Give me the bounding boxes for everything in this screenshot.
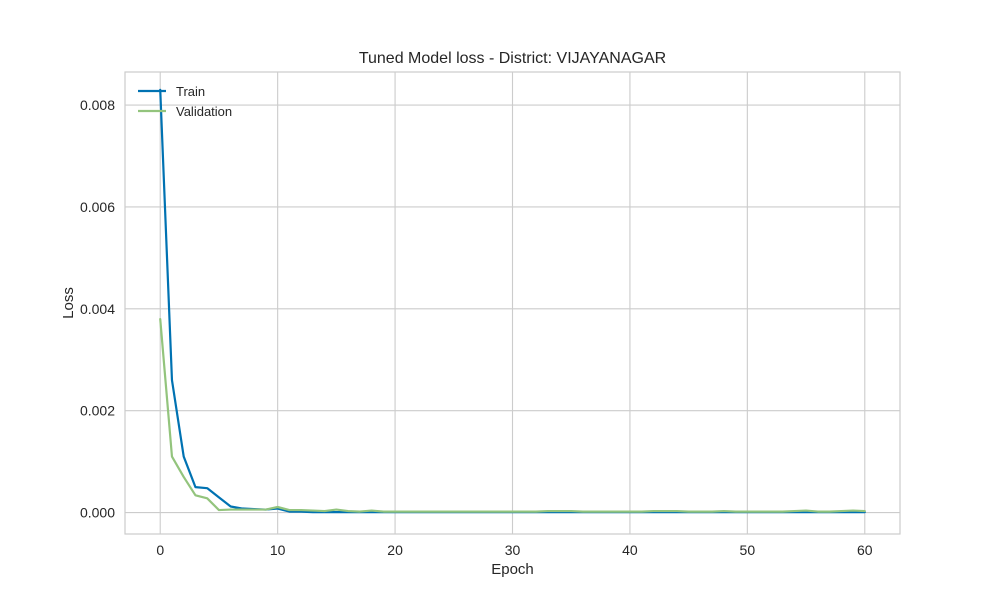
legend-label-train: Train (176, 84, 205, 99)
x-tick-label: 30 (505, 542, 521, 558)
chart-title: Tuned Model loss - District: VIJAYANAGAR (359, 50, 666, 67)
grid (125, 72, 900, 534)
y-tick-label: 0.000 (80, 505, 115, 521)
plot-frame (124, 71, 901, 535)
x-tick-label: 40 (622, 542, 638, 558)
x-tick-label: 50 (740, 542, 756, 558)
series-layer (159, 88, 866, 514)
x-tick-label: 20 (387, 542, 403, 558)
x-tick-label: 10 (270, 542, 286, 558)
series-line-validation (159, 317, 866, 513)
tick-labels: 0 10 20 30 40 50 60 0.000 0.002 0.004 0.006 0.008 (80, 97, 873, 558)
y-tick-label: 0.002 (80, 403, 115, 419)
x-tick-label: 60 (857, 542, 873, 558)
legend-label-validation: Validation (176, 104, 232, 119)
y-tick-label: 0.004 (80, 301, 115, 317)
legend: Train Validation (138, 84, 232, 119)
y-axis-label: Loss (60, 287, 77, 319)
y-tick-label: 0.006 (80, 199, 115, 215)
x-tick-label: 0 (156, 542, 164, 558)
y-tick-label: 0.008 (80, 97, 115, 113)
x-axis-label: Epoch (491, 561, 534, 578)
